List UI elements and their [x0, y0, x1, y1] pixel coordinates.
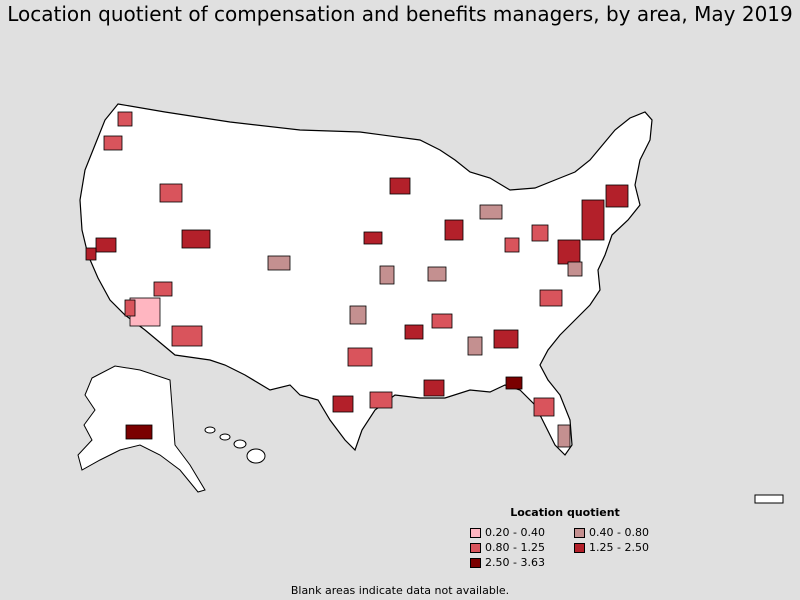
puerto-rico	[754, 494, 784, 504]
legend-swatch	[574, 542, 585, 553]
legend-title: Location quotient	[510, 506, 620, 519]
contiguous-us	[79, 103, 653, 456]
legend-item: 0.20 - 0.40	[470, 526, 574, 539]
legend-item: 2.50 - 3.63	[470, 556, 574, 569]
legend-swatch	[470, 542, 481, 553]
legend-item: 0.40 - 0.80	[574, 526, 674, 539]
legend-items: 0.20 - 0.40 0.40 - 0.80 0.80 - 1.25 1.25…	[470, 526, 670, 569]
legend-label: 1.25 - 2.50	[589, 541, 649, 554]
legend: Location quotient 0.20 - 0.40 0.40 - 0.8…	[470, 506, 670, 569]
legend-label: 0.40 - 0.80	[589, 526, 649, 539]
legend-label: 2.50 - 3.63	[485, 556, 545, 569]
hawaii	[204, 426, 266, 464]
area-highlights	[85, 111, 629, 448]
legend-label: 0.20 - 0.40	[485, 526, 545, 539]
legend-label: 0.80 - 1.25	[485, 541, 545, 554]
legend-swatch	[574, 527, 585, 538]
legend-item: 1.25 - 2.50	[574, 541, 674, 554]
footnote: Blank areas indicate data not available.	[290, 584, 510, 597]
map-title: Location quotient of compensation and be…	[7, 2, 793, 26]
legend-swatch	[470, 527, 481, 538]
legend-item: 0.80 - 1.25	[470, 541, 574, 554]
legend-swatch	[470, 557, 481, 568]
